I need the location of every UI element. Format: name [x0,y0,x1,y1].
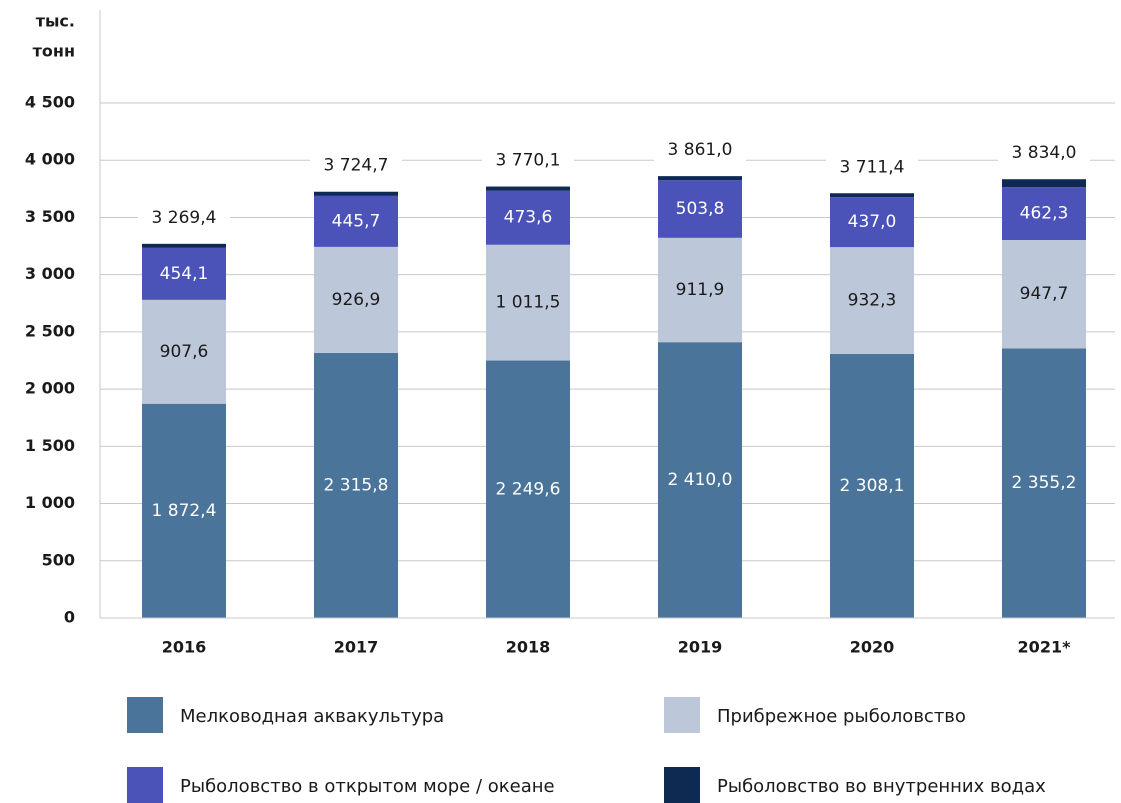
bar-segment [486,360,570,618]
bar-segment [1002,179,1086,188]
value-label: 907,6 [160,342,209,362]
bar-segment [314,246,398,353]
bar-segment [486,190,570,245]
value-label: 947,7 [1020,284,1069,304]
legend-swatch [127,767,163,803]
y-tick-label: 0 [64,608,75,627]
total-label-bg [998,141,1090,166]
bar-segment [142,243,226,248]
y-axis-label: тыс. [36,12,75,31]
bar-segment [830,197,914,248]
x-tick-label: 2017 [334,638,379,657]
x-tick-label: 2020 [850,638,895,657]
bar-segment [142,403,226,618]
bar-segment [314,195,398,247]
value-label: 454,1 [160,264,209,284]
y-tick-label: 3 500 [25,207,75,226]
legend-label: Прибрежное рыболовство [717,706,966,727]
bar-segment [486,186,570,191]
bar-segment [314,191,398,196]
total-label-bg [654,138,746,163]
y-tick-label: 2 500 [25,321,75,340]
x-tick-label: 2018 [506,638,551,657]
y-tick-label: 500 [42,550,75,569]
value-label: 2 410,0 [668,470,733,490]
value-label: 1 872,4 [152,501,217,521]
bar-segment [1002,240,1086,349]
legend-label: Рыболовство во внутренних водах [717,776,1046,797]
bar-segment [658,237,742,343]
y-axis-label: тонн [33,42,75,61]
total-label: 3 770,1 [496,151,561,171]
bar-segment [830,353,914,618]
bar-segment [1002,348,1086,618]
bar-segment [486,244,570,361]
value-label: 445,7 [332,211,381,231]
value-label: 437,0 [848,212,897,232]
total-label: 3 834,0 [1012,143,1077,163]
legend-swatch [664,697,700,733]
total-label: 3 269,4 [152,208,217,228]
value-label: 2 308,1 [840,476,905,496]
y-tick-label: 2 000 [25,379,75,398]
total-label: 3 724,7 [324,156,389,176]
value-label: 1 011,5 [496,293,561,313]
value-label: 2 355,2 [1012,473,1077,493]
y-tick-label: 1 500 [25,436,75,455]
legend-label: Рыболовство в открытом море / океане [180,776,555,797]
y-tick-label: 1 000 [25,493,75,512]
bar-segment [142,299,226,404]
total-label-bg [826,155,918,180]
legend-swatch [664,767,700,803]
x-tick-label: 2021* [1018,638,1072,657]
value-label: 911,9 [676,280,725,300]
total-label-bg [310,153,402,178]
total-label: 3 861,0 [668,140,733,160]
bar-segment [658,342,742,618]
value-label: 932,3 [848,291,897,311]
bar-segment [314,352,398,618]
y-tick-label: 3 000 [25,264,75,283]
bar-segment [658,176,742,181]
total-label-bg [482,148,574,173]
value-label: 2 249,6 [496,479,561,499]
value-label: 473,6 [504,208,553,228]
bar-segment [830,193,914,198]
value-label: 503,8 [676,199,725,219]
x-tick-label: 2019 [678,638,723,657]
value-label: 462,3 [1020,204,1069,224]
value-label: 926,9 [332,290,381,310]
y-tick-label: 4 000 [25,150,75,169]
bar-segment [142,247,226,300]
total-label-bg [138,205,230,230]
bar-segment [658,180,742,238]
legend-swatch [127,697,163,733]
legend-label: Мелководная аквакультура [180,706,444,727]
value-label: 2 315,8 [324,475,389,495]
total-label: 3 711,4 [840,157,905,177]
y-tick-label: 4 500 [25,93,75,112]
bar-segment [1002,187,1086,241]
bar-segment [830,247,914,354]
x-tick-label: 2016 [162,638,207,657]
